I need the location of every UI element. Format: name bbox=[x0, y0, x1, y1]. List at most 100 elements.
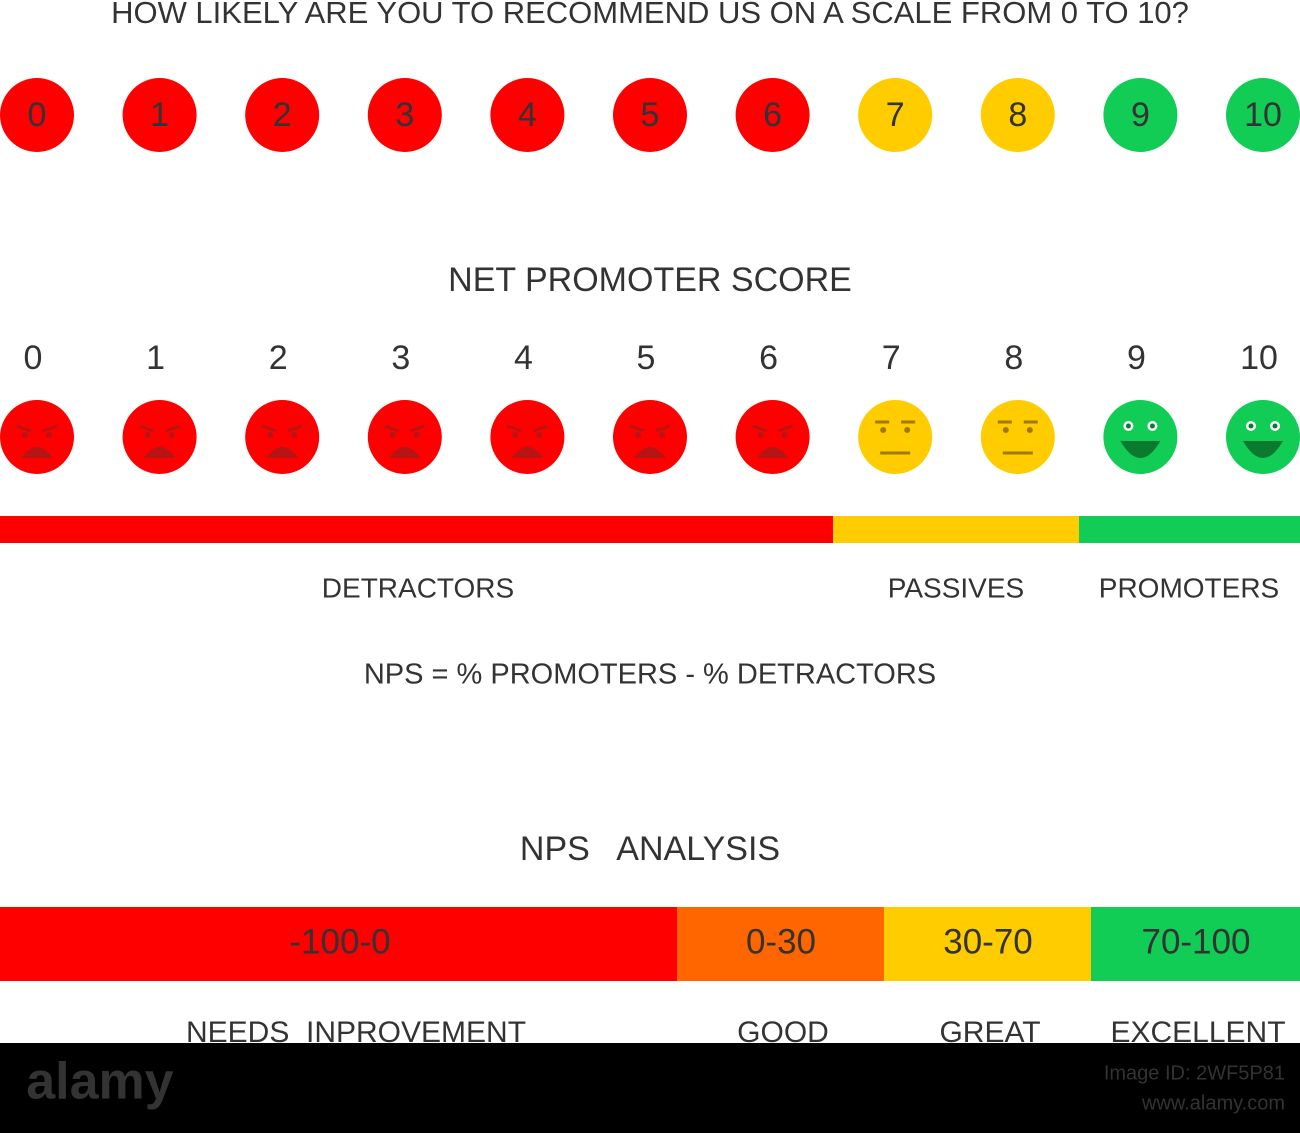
face-eye bbox=[1026, 427, 1033, 433]
face-brows bbox=[16, 424, 58, 433]
face-eye bbox=[536, 432, 543, 438]
face-brows bbox=[139, 424, 181, 433]
analysis-bar bbox=[1091, 907, 1300, 981]
score-number: 1 bbox=[146, 339, 165, 377]
face-eye bbox=[512, 432, 519, 438]
question: HOW LIKELY ARE YOU TO RECOMMEND US ON A … bbox=[111, 0, 1189, 30]
face-pupil bbox=[1272, 423, 1278, 429]
scale-circle bbox=[735, 78, 810, 152]
score-number: 8 bbox=[1004, 339, 1023, 377]
face bbox=[1103, 400, 1178, 474]
face-eye bbox=[904, 427, 911, 433]
scale-circle bbox=[613, 78, 687, 152]
scale-circle bbox=[0, 78, 74, 152]
face-eye bbox=[413, 432, 420, 438]
face-eye bbox=[659, 432, 665, 438]
group-bar bbox=[0, 516, 833, 543]
face-brows bbox=[752, 424, 794, 433]
group-bar bbox=[833, 516, 1079, 543]
face-mouth bbox=[21, 447, 53, 458]
analysis-range: 70-100 bbox=[1142, 922, 1251, 961]
face-eye bbox=[291, 432, 298, 438]
face-brows bbox=[384, 424, 426, 433]
face bbox=[245, 400, 320, 474]
face-eye bbox=[168, 432, 175, 438]
scale-circle bbox=[980, 78, 1055, 152]
face bbox=[122, 400, 197, 474]
scale-circle bbox=[1226, 78, 1300, 152]
face-mouth bbox=[756, 447, 789, 458]
face-mouth bbox=[1243, 441, 1283, 458]
group-label: DETRACTORS bbox=[322, 572, 514, 603]
face-eye bbox=[389, 432, 396, 438]
watermark-brand: alamy bbox=[26, 1053, 174, 1111]
analysis-bar bbox=[677, 907, 884, 981]
score-number: 7 bbox=[882, 339, 901, 377]
face-brows bbox=[629, 424, 671, 433]
score-number: 3 bbox=[391, 339, 410, 377]
group-label: PASSIVES bbox=[888, 572, 1024, 603]
analysis-bar bbox=[0, 907, 677, 981]
watermark-band bbox=[0, 1043, 1300, 1133]
face bbox=[490, 400, 565, 474]
face-mouth bbox=[634, 447, 666, 458]
scale-number: 2 bbox=[273, 96, 292, 134]
scale-number: 0 bbox=[28, 96, 47, 134]
face-eye bbox=[46, 432, 52, 438]
face bbox=[858, 400, 933, 474]
analysis-title: NPS ANALYSIS bbox=[520, 830, 780, 868]
scale-number: 8 bbox=[1008, 96, 1027, 134]
group-label: PROMOTERS bbox=[1099, 572, 1279, 603]
group-bar bbox=[1079, 516, 1300, 543]
face-pupil bbox=[1149, 423, 1155, 429]
face-eye bbox=[1002, 427, 1009, 433]
face bbox=[735, 400, 810, 474]
face-eye bbox=[757, 432, 764, 438]
scale-number: 5 bbox=[641, 96, 660, 134]
scale-number: 10 bbox=[1244, 96, 1282, 134]
face-eye bbox=[635, 432, 641, 438]
formula: NPS = % PROMOTERS - % DETRACTORS bbox=[364, 659, 936, 691]
scale-number: 7 bbox=[886, 96, 905, 134]
score-number: 9 bbox=[1127, 339, 1146, 377]
face-eye bbox=[880, 427, 887, 433]
score-number: 10 bbox=[1240, 339, 1278, 377]
face-eye bbox=[22, 432, 28, 438]
scale-circle bbox=[490, 78, 565, 152]
face-eye bbox=[144, 432, 151, 438]
face-eye bbox=[781, 432, 788, 438]
face bbox=[0, 400, 74, 474]
scale-circle bbox=[1103, 78, 1178, 152]
scale-number: 4 bbox=[518, 96, 537, 134]
face bbox=[1226, 400, 1300, 474]
score-number: 4 bbox=[514, 339, 533, 377]
face-mouth bbox=[1120, 441, 1161, 458]
face-mouth bbox=[143, 447, 176, 458]
face-eye bbox=[267, 432, 274, 438]
scale-circle bbox=[245, 78, 320, 152]
face-mouth bbox=[511, 447, 544, 458]
face bbox=[367, 400, 442, 474]
face-mouth bbox=[266, 447, 299, 458]
scale-circle bbox=[122, 78, 197, 152]
scale-number: 6 bbox=[763, 96, 782, 134]
watermark-id: Image ID: 2WF5P81 bbox=[1104, 1062, 1285, 1084]
scale-number: 1 bbox=[150, 96, 169, 134]
face-brows bbox=[506, 424, 548, 433]
face bbox=[613, 400, 687, 474]
face-pupil bbox=[1248, 423, 1254, 429]
analysis-range: 30-70 bbox=[943, 922, 1033, 961]
analysis-range: -100-0 bbox=[289, 922, 390, 961]
score-number: 6 bbox=[759, 339, 778, 377]
face-mouth bbox=[388, 447, 421, 458]
face-brows bbox=[261, 424, 303, 433]
analysis-range: 0-30 bbox=[746, 922, 816, 961]
face bbox=[980, 400, 1055, 474]
scale-number: 3 bbox=[395, 96, 414, 134]
score-number: 5 bbox=[637, 339, 656, 377]
score-number: 2 bbox=[269, 339, 288, 377]
face-pupil bbox=[1125, 423, 1131, 429]
watermark-url: www.alamy.com bbox=[1141, 1092, 1285, 1114]
